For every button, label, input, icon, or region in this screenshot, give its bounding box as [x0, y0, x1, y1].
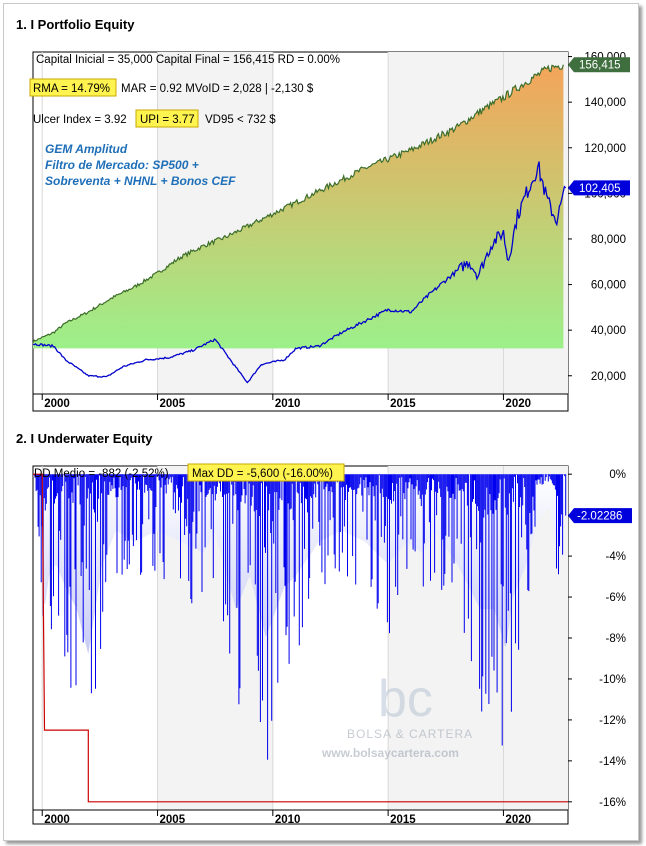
vd95-value: VD95 < 732 $	[205, 114, 276, 126]
y-tick-label: -8%	[606, 633, 626, 645]
x-tick-label: 2000	[44, 398, 70, 410]
last-dd-badge: -2.02286	[568, 508, 632, 524]
x-tick-label: 2005	[160, 814, 186, 826]
y-tick-label: -14%	[599, 756, 626, 768]
y-tick-label: 40,000	[591, 325, 626, 337]
y-tick-label: 140,000	[584, 97, 626, 109]
last-equity-value: 156,415	[579, 60, 621, 72]
benchmark-line	[33, 161, 567, 384]
equity-line	[33, 64, 564, 343]
last-benchmark-badge: 102,405	[568, 180, 630, 196]
ulcer-index: Ulcer Index = 3.92	[33, 114, 127, 126]
watermark-name: BOLSA & CARTERA	[347, 727, 473, 741]
bottom-panel-title: 2. I Underwater Equity	[16, 431, 153, 446]
y-tick-label: -12%	[599, 715, 626, 727]
top-panel-title: 1. I Portfolio Equity	[16, 17, 135, 32]
y-tick-label: 20,000	[591, 371, 626, 383]
strategy-filter-1: Filtro de Mercado: SP500 +	[45, 158, 199, 172]
x-tick-label: 2015	[390, 398, 416, 410]
rma-highlight	[29, 78, 117, 97]
last-equity-badge: 156,415	[568, 57, 630, 73]
watermark-url: www.bolsaycartera.com	[321, 746, 459, 760]
x-tick-label: 2005	[160, 398, 186, 410]
equity-area	[33, 64, 564, 349]
max-dd-highlight	[187, 463, 345, 482]
dd-medio: DD Medio = -882 (-2.52%)	[34, 468, 169, 480]
last-dd-value: -2.02286	[577, 511, 622, 523]
x-tick-label: 2020	[505, 398, 531, 410]
y-tick-label: 80,000	[591, 234, 626, 246]
y-tick-label: 0%	[609, 469, 626, 481]
rma-value: RMA = 14.79%	[33, 83, 110, 95]
x-tick-label: 2010	[275, 814, 301, 826]
underwater-chart: 0%-2%-4%-6%-8%-10%-12%-14%-16% 200020052…	[32, 463, 632, 826]
x-tick-label: 2010	[275, 398, 301, 410]
last-benchmark-value: 102,405	[579, 183, 621, 195]
upi-highlight	[135, 109, 199, 128]
x-tick-label: 2020	[505, 814, 531, 826]
strategy-filter-2: Sobreventa + NHNL + Bonos CEF	[45, 174, 236, 188]
y-tick-label: -6%	[606, 592, 626, 604]
y-tick-label: 120,000	[584, 143, 626, 155]
x-tick-label: 2000	[44, 814, 70, 826]
y-tick-label: -16%	[599, 797, 626, 809]
equity-chart: 20,00040,00060,00080,000100,000120,00014…	[29, 51, 630, 412]
watermark: bc BOLSA & CARTERA www.bolsaycartera.com	[321, 670, 473, 760]
strategy-name: GEM Amplitud	[45, 142, 128, 156]
y-tick-label: 60,000	[591, 280, 626, 292]
y-tick-label: -10%	[599, 674, 626, 686]
watermark-logo: bc	[378, 670, 433, 728]
upi-value: UPI = 3.77	[140, 114, 195, 126]
stats-line-2: MAR = 0.92 MVoID = 2,028 | -2,130 $	[121, 83, 314, 95]
max-dd-line	[33, 473, 568, 803]
y-tick-label: -4%	[606, 551, 626, 563]
stats-line-1: Capital Inicial = 35,000 Capital Final =…	[36, 54, 340, 66]
max-dd-value: Max DD = -5,600 (-16.00%)	[192, 468, 333, 480]
x-tick-label: 2015	[390, 814, 416, 826]
